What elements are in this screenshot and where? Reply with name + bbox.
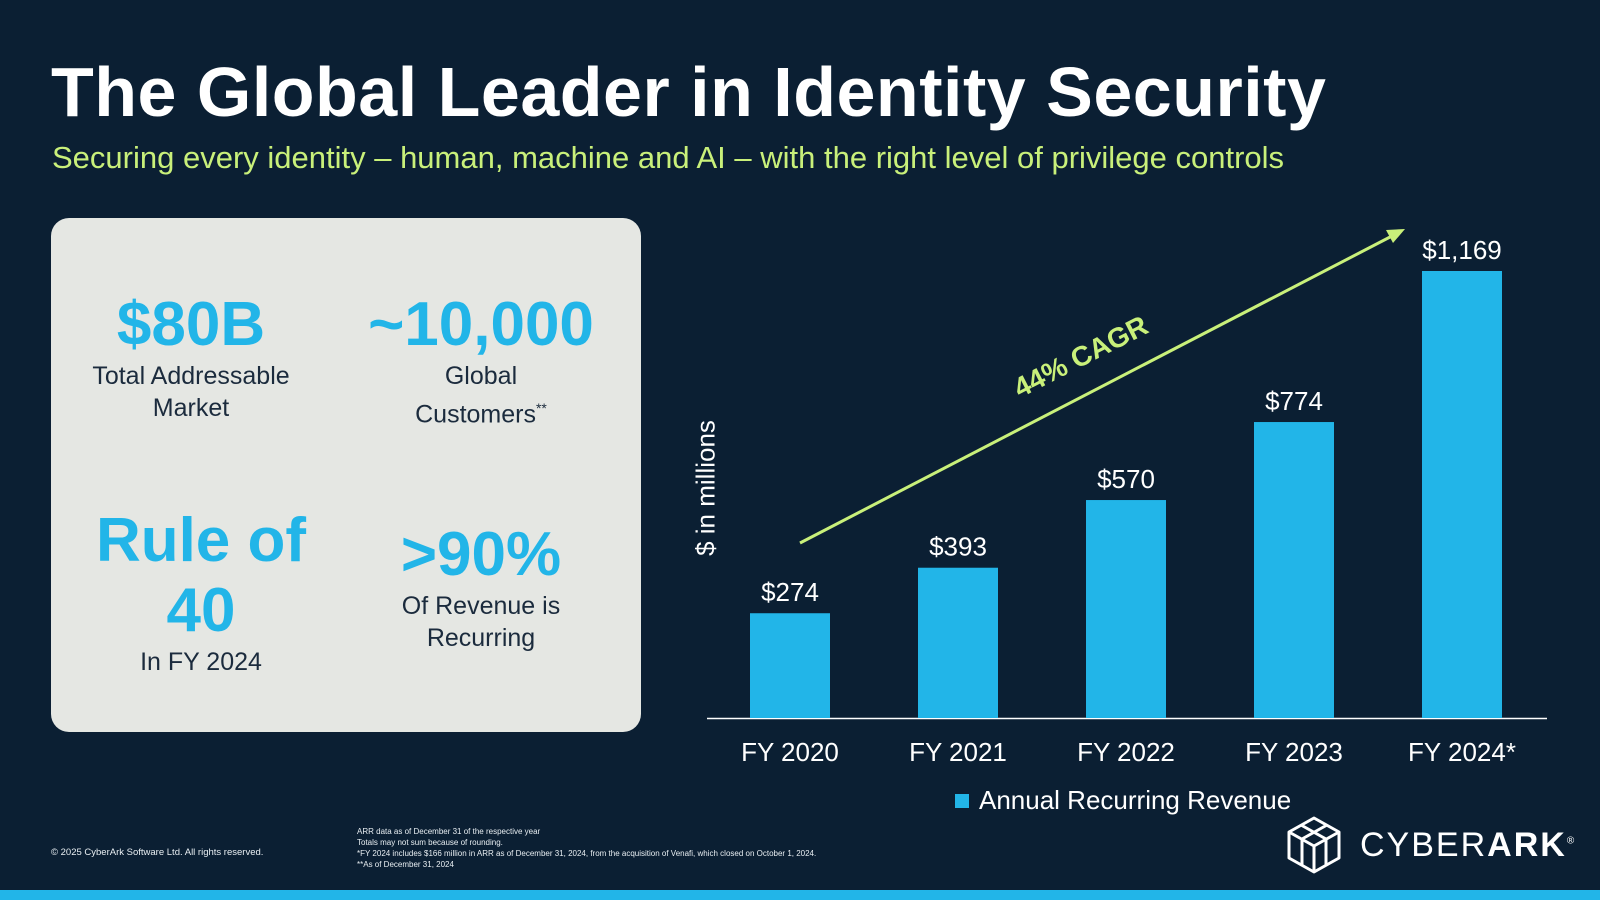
bar-fy-2024-	[1422, 271, 1502, 718]
stat-rule-of-40: Rule of 40 In FY 2024	[71, 506, 331, 678]
page-title: The Global Leader in Identity Security	[51, 53, 1327, 131]
stat-tam-label-line1: Total Addressable	[92, 362, 290, 390]
y-axis-label: $ in millions	[690, 420, 721, 556]
stat-recurring-value: >90%	[400, 520, 562, 589]
footnote-3: *FY 2024 includes $166 million in ARR as…	[357, 849, 817, 858]
stat-recurring-label-line2: Recurring	[426, 624, 536, 652]
logo-registered-mark: ®	[1566, 835, 1577, 847]
x-tick-label: FY 2022	[1077, 737, 1175, 767]
logo-wordmark: CYBERARK®	[1360, 826, 1576, 865]
stat-recurring: >90% Of Revenue is Recurring	[351, 520, 611, 654]
bar-fy-2021	[918, 567, 998, 718]
x-tick-label: FY 2020	[741, 737, 839, 767]
stat-rule-value-line1: Rule of	[95, 506, 307, 575]
legend-swatch	[955, 793, 969, 808]
x-tick-label: FY 2021	[909, 737, 1007, 767]
stat-customers-value: ~10,000	[368, 290, 594, 359]
data-label: $274	[761, 577, 819, 607]
bottom-accent-bar	[0, 890, 1600, 900]
x-tick-label: FY 2023	[1245, 737, 1343, 767]
logo-word-ark: ARK	[1487, 825, 1567, 864]
stat-customers: ~10,000 Global Customers**	[341, 290, 621, 430]
cyberark-logo: CYBERARK®	[1286, 815, 1576, 875]
data-label: $1,169	[1422, 235, 1502, 265]
cube-logo-icon	[1287, 816, 1341, 874]
footnotes: ARR data as of December 31 of the respec…	[357, 826, 816, 870]
footnote-4: **As of December 31, 2024	[357, 860, 454, 869]
footnote-1: ARR data as of December 31 of the respec…	[357, 827, 541, 836]
stat-customers-footnote-mark: **	[535, 400, 547, 416]
stat-customers-label-line1: Global	[444, 362, 518, 390]
data-label: $774	[1265, 386, 1323, 416]
stat-tam-value: $80B	[116, 290, 266, 359]
stat-rule-label: In FY 2024	[140, 648, 262, 676]
cagr-annotation: 44% CAGR	[1008, 310, 1152, 404]
logo-word-cyber: CYBER	[1360, 825, 1488, 864]
stat-tam-label-line2: Market	[152, 394, 230, 422]
bar-fy-2022	[1086, 500, 1166, 718]
stats-card: $80B Total Addressable Market ~10,000 Gl…	[51, 218, 641, 732]
footnote-2: Totals may not sum because of rounding.	[357, 838, 503, 847]
cagr-arrow-head	[1386, 229, 1405, 243]
stat-customers-label-text: Customers	[415, 400, 536, 429]
stat-customers-label: Global Customers**	[341, 360, 621, 430]
cagr-arrow-line	[799, 234, 1393, 545]
chart-legend: Annual Recurring Revenue	[955, 785, 1291, 816]
legend-label: Annual Recurring Revenue	[979, 785, 1292, 815]
stat-recurring-label: Of Revenue is Recurring	[351, 590, 611, 654]
copyright: © 2025 CyberArk Software Ltd. All rights…	[51, 847, 264, 858]
data-label: $393	[929, 532, 987, 562]
x-tick-label: FY 2024*	[1408, 737, 1516, 767]
stat-rule-value-line2: 40	[166, 576, 236, 645]
bar-fy-2023	[1254, 422, 1334, 718]
stat-customers-label-line2: Customers**	[341, 392, 621, 430]
stat-recurring-label-line1: Of Revenue is	[401, 592, 561, 620]
data-label: $570	[1097, 464, 1155, 494]
bar-fy-2020	[750, 613, 830, 718]
page-subtitle: Securing every identity – human, machine…	[52, 140, 1285, 175]
stat-tam-label: Total Addressable Market	[61, 360, 321, 424]
stat-tam: $80B Total Addressable Market	[61, 290, 321, 424]
